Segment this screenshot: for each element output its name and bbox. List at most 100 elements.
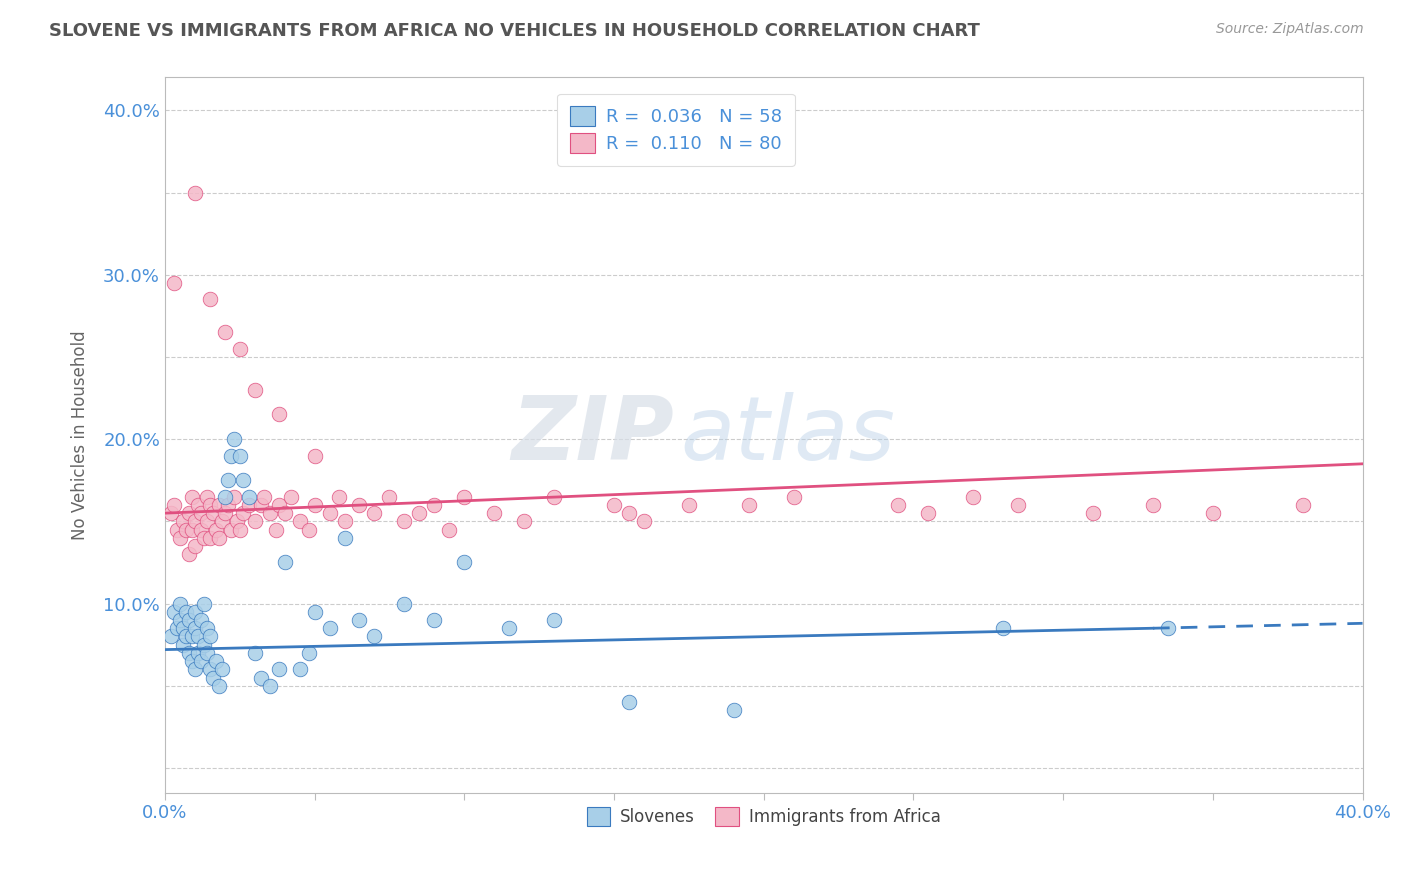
Point [184, 539, 207, 553]
Point [232, 473, 254, 487]
Point [1292, 498, 1315, 512]
Point [174, 605, 197, 619]
Point [267, 498, 290, 512]
Point [172, 514, 194, 528]
Legend: Slovenes, Immigrants from Africa: Slovenes, Immigrants from Africa [579, 799, 949, 834]
Point [198, 662, 221, 676]
Point [187, 498, 209, 512]
Point [993, 621, 1015, 635]
Point [193, 531, 215, 545]
Point [297, 646, 319, 660]
Point [184, 621, 207, 635]
Point [304, 449, 326, 463]
Point [363, 630, 385, 644]
Point [333, 531, 356, 545]
Point [217, 498, 239, 512]
Point [259, 506, 281, 520]
Point [190, 523, 212, 537]
Point [177, 547, 200, 561]
Point [184, 662, 207, 676]
Point [190, 654, 212, 668]
Point [264, 523, 287, 537]
Point [1202, 506, 1225, 520]
Point [273, 556, 295, 570]
Point [177, 613, 200, 627]
Y-axis label: No Vehicles in Household: No Vehicles in Household [72, 330, 89, 540]
Point [378, 490, 401, 504]
Text: SLOVENE VS IMMIGRANTS FROM AFRICA NO VEHICLES IN HOUSEHOLD CORRELATION CHART: SLOVENE VS IMMIGRANTS FROM AFRICA NO VEH… [49, 22, 980, 40]
Point [180, 654, 202, 668]
Point [163, 605, 186, 619]
Point [208, 679, 231, 693]
Point [318, 621, 340, 635]
Point [304, 605, 326, 619]
Point [962, 490, 984, 504]
Point [219, 449, 242, 463]
Point [267, 662, 290, 676]
Point [304, 498, 326, 512]
Point [174, 523, 197, 537]
Point [214, 490, 236, 504]
Point [280, 490, 302, 504]
Point [214, 326, 236, 340]
Point [543, 490, 565, 504]
Point [228, 342, 250, 356]
Point [259, 679, 281, 693]
Point [543, 613, 565, 627]
Point [423, 498, 446, 512]
Point [169, 613, 191, 627]
Point [193, 597, 215, 611]
Point [243, 383, 266, 397]
Point [195, 621, 218, 635]
Point [198, 293, 221, 307]
Point [177, 646, 200, 660]
Point [190, 506, 212, 520]
Point [439, 523, 461, 537]
Point [617, 506, 640, 520]
Point [394, 597, 416, 611]
Point [243, 646, 266, 660]
Point [163, 276, 186, 290]
Point [204, 654, 226, 668]
Point [160, 630, 183, 644]
Point [222, 490, 245, 504]
Point [169, 597, 191, 611]
Text: ZIP: ZIP [512, 392, 673, 478]
Point [184, 514, 207, 528]
Point [228, 523, 250, 537]
Point [163, 498, 186, 512]
Point [1157, 621, 1180, 635]
Point [211, 662, 233, 676]
Point [198, 531, 221, 545]
Point [222, 432, 245, 446]
Point [195, 514, 218, 528]
Point [208, 498, 231, 512]
Point [172, 621, 194, 635]
Point [180, 490, 202, 504]
Point [617, 695, 640, 709]
Point [187, 646, 209, 660]
Point [166, 523, 188, 537]
Text: Source: ZipAtlas.com: Source: ZipAtlas.com [1216, 22, 1364, 37]
Point [238, 498, 260, 512]
Point [184, 186, 207, 200]
Point [349, 613, 371, 627]
Point [201, 506, 224, 520]
Point [738, 498, 761, 512]
Point [190, 613, 212, 627]
Point [232, 506, 254, 520]
Point [219, 523, 242, 537]
Point [267, 408, 290, 422]
Point [204, 523, 226, 537]
Point [633, 514, 655, 528]
Point [253, 490, 276, 504]
Point [363, 506, 385, 520]
Point [288, 662, 311, 676]
Point [887, 498, 910, 512]
Point [198, 630, 221, 644]
Point [1142, 498, 1164, 512]
Point [273, 506, 295, 520]
Point [723, 703, 745, 717]
Point [198, 498, 221, 512]
Point [328, 490, 350, 504]
